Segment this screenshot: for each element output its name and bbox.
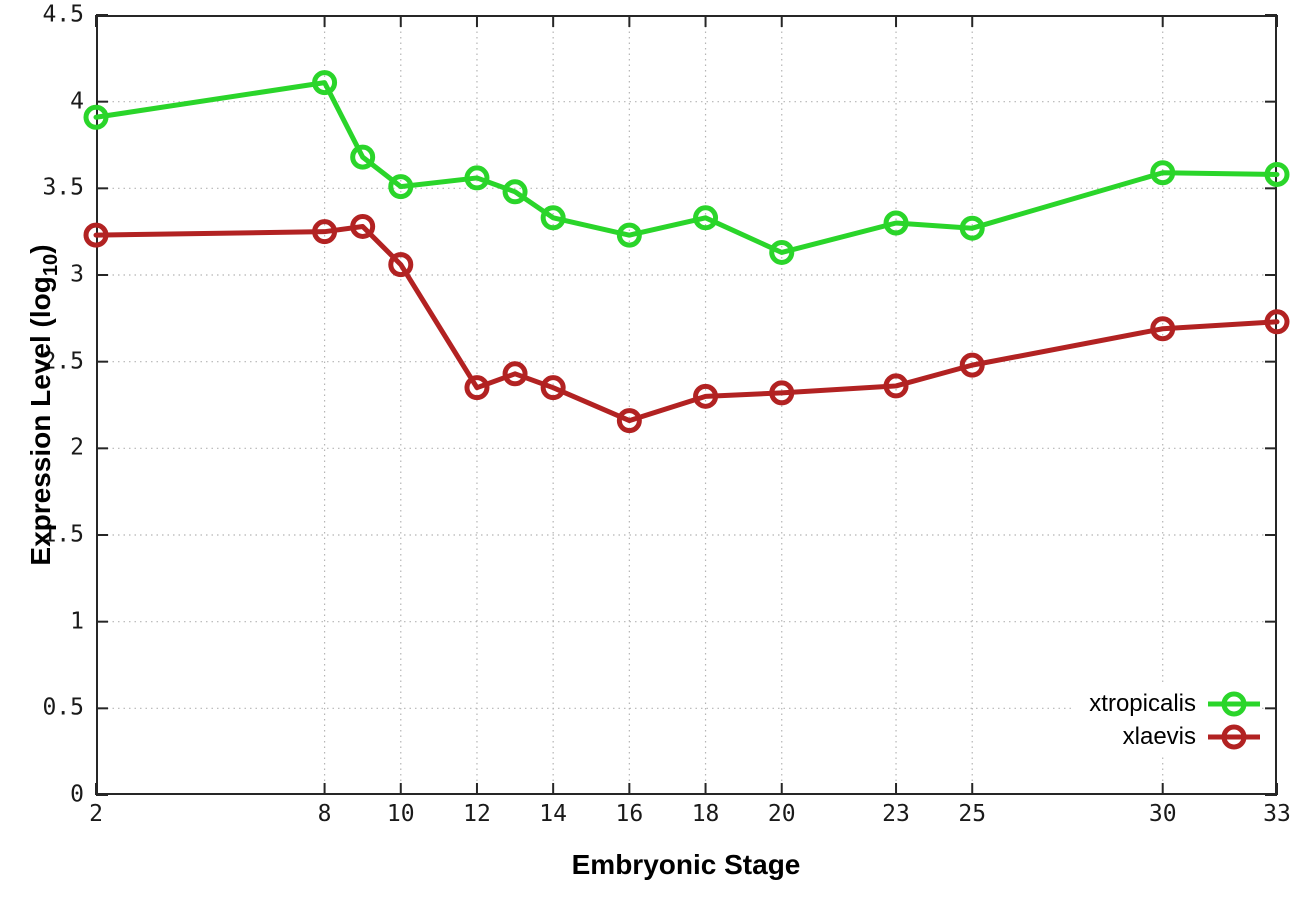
data-point-xlaevis-stage-18	[693, 383, 719, 409]
y-tick-label-3: 3	[70, 261, 84, 288]
data-point-xlaevis-stage-14	[540, 375, 566, 401]
data-point-xlaevis-stage-16	[616, 408, 642, 434]
data-point-xlaevis-stage-12	[464, 375, 490, 401]
legend: xtropicalis xlaevis	[1075, 686, 1260, 754]
x-tick-label-2: 2	[89, 801, 103, 827]
data-point-xtropicalis-stage-20	[769, 239, 795, 265]
y-tick-label-4: 4	[70, 88, 84, 115]
legend-item-xlaevis: xlaevis	[1089, 721, 1260, 752]
legend-item-xtropicalis: xtropicalis	[1089, 688, 1260, 719]
data-point-xtropicalis-stage-23	[883, 210, 909, 236]
data-point-xtropicalis-stage-9	[350, 144, 376, 170]
y-tick-label-0: 0	[70, 781, 84, 808]
gridlines	[96, 15, 1277, 795]
x-tick-label-20: 20	[767, 801, 796, 827]
data-point-xlaevis-stage-2	[83, 222, 109, 248]
y-axis-title-subscript: 10	[39, 253, 62, 277]
series-line-xlaevis	[93, 223, 1280, 424]
data-point-xlaevis-stage-33	[1264, 309, 1290, 335]
y-axis-title-close: )	[25, 244, 57, 254]
plot-border	[96, 15, 1277, 795]
x-tick-label-10: 10	[386, 801, 415, 827]
y-axis-title: Expression Level (log10)	[25, 244, 63, 565]
data-point-xtropicalis-stage-13	[502, 179, 528, 205]
data-point-xtropicalis-stage-8	[312, 70, 338, 96]
y-tick-label-0.5: 0.5	[42, 694, 84, 721]
data-point-xtropicalis-stage-33	[1264, 161, 1290, 187]
series-xtropicalis	[83, 70, 1290, 265]
y-tick-label-3.5: 3.5	[42, 174, 84, 201]
x-axis-title: Embryonic Stage	[571, 849, 801, 880]
data-point-xtropicalis-stage-18	[693, 205, 719, 231]
data-point-xtropicalis-stage-2	[83, 104, 109, 130]
data-point-xlaevis-stage-8	[312, 219, 338, 245]
data-point-xlaevis-stage-13	[502, 361, 528, 387]
x-tick-label-18: 18	[691, 801, 720, 827]
y-tick-label-4.5: 4.5	[42, 1, 84, 28]
legend-label-xtropicalis: xtropicalis	[1089, 689, 1196, 717]
y-tick-label-1: 1	[70, 608, 84, 635]
x-tick-label-12: 12	[463, 801, 491, 827]
data-point-xlaevis-stage-20	[769, 380, 795, 406]
data-point-xtropicalis-stage-14	[540, 205, 566, 231]
data-point-xlaevis-stage-10	[388, 252, 414, 278]
x-tick-label-30: 30	[1148, 801, 1177, 827]
data-point-xtropicalis-stage-25	[959, 215, 985, 241]
series-line-xtropicalis	[93, 80, 1280, 255]
x-tick-label-25: 25	[958, 801, 987, 827]
data-point-xlaevis-stage-9	[350, 213, 376, 239]
legend-sample-xlaevis-icon	[1208, 724, 1260, 749]
data-point-xtropicalis-stage-30	[1150, 160, 1176, 186]
y-tick-label-2.5: 2.5	[42, 348, 84, 375]
y-tick-label-2: 2	[70, 434, 84, 461]
data-point-xlaevis-stage-25	[959, 352, 985, 378]
x-tick-label-33: 33	[1263, 801, 1291, 827]
x-tick-label-16: 16	[615, 801, 644, 827]
y-tick-label-1.5: 1.5	[42, 521, 84, 548]
plot-area	[83, 14, 1290, 796]
data-point-xtropicalis-stage-10	[388, 174, 414, 200]
x-tick-label-14: 14	[539, 801, 568, 827]
y-axis-title-text: Expression Level (log	[25, 276, 57, 566]
x-tick-label-23: 23	[882, 801, 910, 827]
legend-sample-xtropicalis-icon	[1208, 691, 1260, 716]
x-tick-label-8: 8	[317, 801, 332, 827]
legend-label-xlaevis: xlaevis	[1122, 722, 1196, 750]
data-point-xlaevis-stage-23	[883, 373, 909, 399]
data-point-xlaevis-stage-30	[1150, 316, 1176, 342]
series-xlaevis	[83, 213, 1290, 434]
data-point-xtropicalis-stage-12	[464, 165, 490, 191]
data-point-xtropicalis-stage-16	[616, 222, 642, 248]
